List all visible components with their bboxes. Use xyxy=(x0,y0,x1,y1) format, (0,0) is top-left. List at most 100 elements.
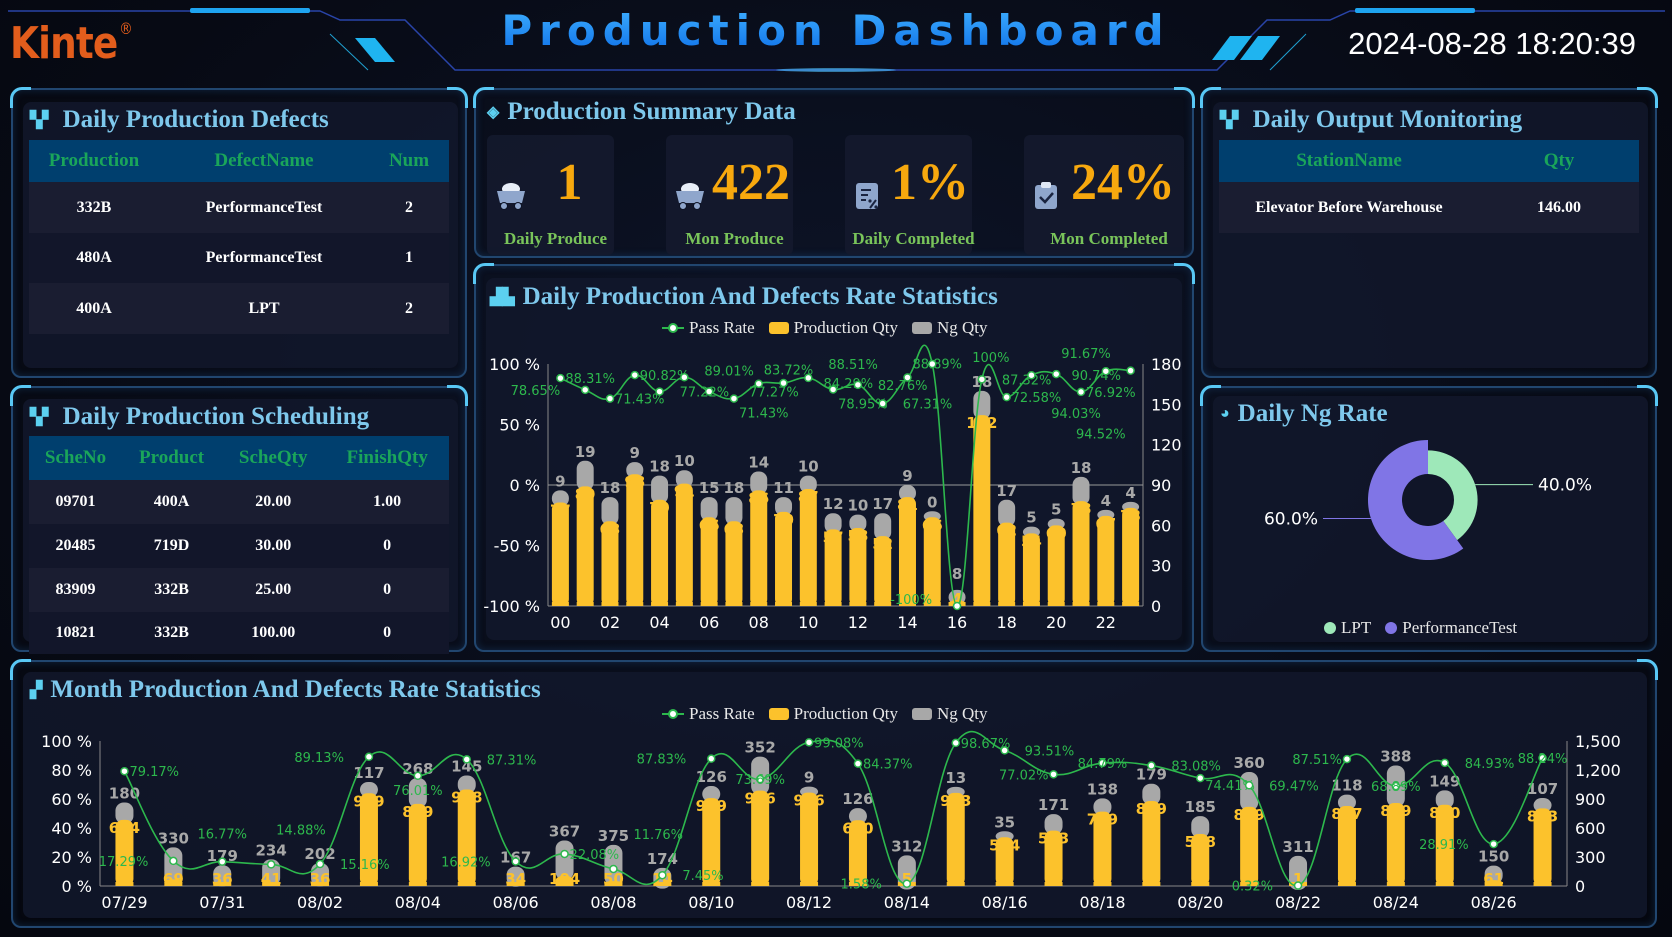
pass-rate-label: 79.17% xyxy=(129,765,179,780)
production-value-label: 62 xyxy=(996,522,1017,540)
production-bar xyxy=(849,528,867,606)
pass-rate-point xyxy=(1027,370,1036,380)
mon-completed-value: 24% xyxy=(1071,154,1175,211)
production-bar xyxy=(1122,507,1140,606)
pass-rate-label: 16.92% xyxy=(441,855,491,870)
legend-production[interactable]: Production Qty xyxy=(768,318,898,338)
pass-rate-label: 16.77% xyxy=(197,828,247,843)
ng-value-label: 118 xyxy=(1331,777,1362,795)
production-bar-base xyxy=(1072,602,1090,606)
production-bar xyxy=(1072,501,1090,606)
pass-rate-point xyxy=(1293,881,1303,890)
pass-rate-label: 17.29% xyxy=(99,855,149,870)
legend-ng[interactable]: Ng Qty xyxy=(912,704,988,724)
legend-label: PerformanceTest xyxy=(1402,618,1518,637)
legend-production[interactable]: Production Qty xyxy=(768,704,898,724)
ng-value-label: 174 xyxy=(647,850,678,868)
production-value-label: 849 xyxy=(402,803,433,821)
pass-rate-point xyxy=(1076,387,1086,397)
col-finishqty: FinishQty xyxy=(325,436,449,480)
month-chart-legend: Pass Rate Production Qty Ng Qty xyxy=(662,704,988,724)
cell: 0 xyxy=(325,612,449,654)
pass-rate-point xyxy=(266,860,276,869)
y-right-tick-label: 180 xyxy=(1151,355,1182,374)
ng-value-label: 4 xyxy=(1125,484,1135,502)
legend-pass-rate[interactable]: Pass Rate xyxy=(662,318,755,338)
production-bar xyxy=(626,474,644,606)
production-value-label: 78 xyxy=(1071,500,1092,518)
pass-rate-label: 98.67% xyxy=(961,737,1011,752)
pass-rate-point xyxy=(560,849,569,859)
production-bar-base xyxy=(653,882,672,886)
production-value-label: 81 xyxy=(897,496,918,514)
legend-label: Production Qty xyxy=(793,318,898,337)
pass-rate-point xyxy=(951,738,960,748)
y-left-tick-label: 100 % xyxy=(41,732,92,751)
pass-rate-point xyxy=(853,380,863,390)
pass-rate-point xyxy=(754,379,763,388)
summary-title-text: Production Summary Data xyxy=(507,98,796,125)
production-bar-base xyxy=(408,882,427,886)
ng-value-label: 330 xyxy=(158,829,189,847)
x-tick-label: 18 xyxy=(996,613,1016,632)
pass-rate-point xyxy=(169,856,178,866)
y-left-tick-label: 20 % xyxy=(51,848,92,867)
x-tick-label: 08/10 xyxy=(688,893,734,912)
ng-value-label: 202 xyxy=(304,845,335,863)
ng-bar xyxy=(262,859,281,887)
legend-performancetest[interactable]: PerformanceTest xyxy=(1385,618,1517,638)
production-bar-base xyxy=(626,602,644,606)
production-bar xyxy=(973,415,991,606)
ng-value-label: 13 xyxy=(945,769,966,787)
pass-rate-label: 87.32% xyxy=(1002,373,1052,388)
cell: 2 xyxy=(369,283,449,334)
production-value-label: 67 xyxy=(1095,515,1116,533)
cell: 20.00 xyxy=(221,480,326,524)
pass-rate-label: 88.31% xyxy=(565,372,615,387)
x-tick-label: 08/12 xyxy=(786,893,832,912)
y-left-tick-label: 0 % xyxy=(62,877,92,896)
legend-ng[interactable]: Ng Qty xyxy=(912,318,988,338)
pass-rate-label: 71.43% xyxy=(615,393,665,408)
x-tick-label: 02 xyxy=(600,613,620,632)
table-row: 10821 332B 100.00 0 xyxy=(29,612,449,654)
pass-rate-point xyxy=(1342,754,1352,764)
x-tick-label: 08/06 xyxy=(493,893,539,912)
pass-rate-label: 14.88% xyxy=(276,823,326,838)
pass-rate-label: 0.32% xyxy=(1232,880,1273,895)
summary-panel xyxy=(473,87,1195,258)
x-tick-label: 08/22 xyxy=(1275,893,1321,912)
production-bar xyxy=(1386,802,1405,886)
ng-bar xyxy=(576,460,594,491)
col-product: Product xyxy=(122,436,222,480)
ng-value-label: 18 xyxy=(1071,459,1092,477)
production-value-label: 77 xyxy=(550,501,571,519)
line-marker-icon xyxy=(662,709,684,719)
pass-rate-label: 87.83% xyxy=(637,753,687,768)
ng-value-label: 15 xyxy=(699,479,720,497)
ng-bar xyxy=(408,778,427,808)
legend-pass-rate[interactable]: Pass Rate xyxy=(662,704,755,724)
pass-rate-label: 7.45% xyxy=(682,869,723,884)
pass-rate-label: 77.02% xyxy=(999,768,1049,783)
production-bar-base xyxy=(213,882,232,886)
legend-lpt[interactable]: LPT xyxy=(1324,618,1371,638)
production-value-label: 58 xyxy=(847,527,868,545)
swatch xyxy=(912,708,932,720)
production-bar xyxy=(1097,515,1115,606)
production-bar xyxy=(1240,806,1259,886)
pass-rate-point xyxy=(655,387,664,396)
production-bar-base xyxy=(651,602,669,606)
production-value-label: 69 xyxy=(163,870,184,888)
production-value-label: 89 xyxy=(575,485,596,503)
pass-rate-point xyxy=(1440,758,1449,768)
y-right-tick-label: 1,200 xyxy=(1575,761,1621,780)
scheduling-title: ▚▘ Daily Production Scheduling xyxy=(30,403,369,431)
ng-value-label: 312 xyxy=(891,837,922,855)
swatch xyxy=(768,708,789,720)
table-row: 332B PerformanceTest 2 xyxy=(29,182,449,233)
production-bar-base xyxy=(457,882,476,886)
y-left-tick-label: 40 % xyxy=(51,819,92,838)
pass-rate-point xyxy=(556,373,565,383)
cell: 332B xyxy=(29,182,159,233)
